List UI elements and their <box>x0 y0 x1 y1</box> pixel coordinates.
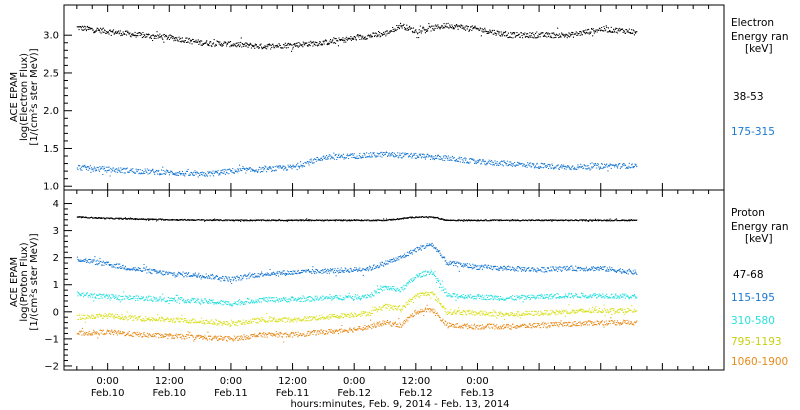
electron-data <box>76 22 638 178</box>
proton-legend-310-580: 310-580 <box>731 315 775 327</box>
y-tick-label: 0 <box>53 307 59 318</box>
y-tick-label: 2.0 <box>43 106 59 117</box>
y-tick-label: 1.0 <box>43 182 59 193</box>
x-tick-time: 12:00 <box>155 376 184 387</box>
proton-ylabel-units: [1/(cm²s ster MeV)] <box>29 233 40 330</box>
x-tick-date: Feb.10 <box>152 388 186 399</box>
x-tick-date: Feb.11 <box>276 388 310 399</box>
electron-legend-175-315: 175-315 <box>731 126 775 138</box>
electron-legend-title-2: Energy ran <box>731 31 789 43</box>
proton-y-ticks: −2 −1 0 1 2 3 4 <box>44 199 72 372</box>
proton-legend-title-3: [keV] <box>745 233 773 245</box>
electron-legend-title-3: [keV] <box>745 43 773 55</box>
proton-legend: Proton Energy ran [keV] 47-68 115-195 31… <box>731 207 789 368</box>
x-tick-time: 12:00 <box>401 376 430 387</box>
proton-data <box>76 215 638 343</box>
series-115-195 <box>76 242 638 285</box>
y-tick-label: 3.0 <box>43 31 59 42</box>
proton-panel: −2 −1 0 1 2 3 4 ACE EPAM log(Proton Flux) [1/(… <box>9 189 789 372</box>
y-tick-label: 1 <box>53 280 59 291</box>
y-tick-label: 3 <box>53 226 59 237</box>
series-175-315 <box>76 151 638 178</box>
series-795-1193 <box>76 291 638 327</box>
y-tick-label: 1.5 <box>43 144 59 155</box>
y-tick-label: 2.5 <box>43 68 59 79</box>
y-tick-label: −2 <box>44 361 59 372</box>
y-tick-label: −1 <box>44 334 59 345</box>
x-tick-date: Feb.11 <box>214 388 248 399</box>
series-points-795-1193 <box>76 291 638 327</box>
proton-plot-frame <box>63 189 725 371</box>
proton-legend-47-68: 47-68 <box>733 269 764 281</box>
electron-legend-title-1: Electron <box>731 17 774 29</box>
x-tick-date: Feb.10 <box>91 388 125 399</box>
series-points-38-53 <box>76 22 638 52</box>
y-tick-label: 2 <box>53 253 59 264</box>
electron-ylabel-units: [1/(cm²s ster MeV)] <box>29 48 40 145</box>
proton-legend-title-2: Energy ran <box>731 221 789 233</box>
x-tick-time: 12:00 <box>278 376 307 387</box>
series-points-47-68 <box>76 215 638 223</box>
electron-ylabel-instrument: ACE EPAM <box>9 72 20 122</box>
series-1060-1900 <box>76 304 638 343</box>
y-tick-label: 4 <box>53 199 59 210</box>
x-axis-title: hours:minutes, Feb. 9, 2014 - Feb. 13, 2… <box>290 399 509 410</box>
x-axis: 0:00Feb.1012:00Feb.100:00Feb.1112:00Feb.… <box>76 5 725 399</box>
proton-ylabel-quantity: log(Proton Flux) <box>19 242 30 321</box>
x-tick-date: Feb.12 <box>337 388 371 399</box>
series-points-115-195 <box>76 242 638 285</box>
electron-y-ticks: 1.0 1.5 2.0 2.5 3.0 <box>43 31 72 193</box>
x-tick-time: 0:00 <box>343 376 365 387</box>
proton-legend-795-1193: 795-1193 <box>731 336 782 348</box>
series-points-310-580 <box>76 269 638 307</box>
proton-ylabel-instrument: ACE EPAM <box>9 257 20 307</box>
x-tick-time: 0:00 <box>220 376 242 387</box>
electron-ylabel-quantity: log(Electron Flux) <box>19 53 30 141</box>
series-points-175-315 <box>76 151 638 178</box>
proton-legend-title-1: Proton <box>731 207 765 219</box>
x-tick-date: Feb.13 <box>461 388 495 399</box>
series-points-1060-1900 <box>76 304 638 343</box>
series-38-53 <box>76 22 638 52</box>
series-47-68 <box>76 215 638 223</box>
electron-panel: 1.0 1.5 2.0 2.5 3.0 ACE EPAM log(Electron Fl… <box>9 4 789 193</box>
series-310-580 <box>76 269 638 307</box>
electron-legend: Electron Energy ran [keV] 38-53 175-315 <box>731 17 789 138</box>
electron-legend-38-53: 38-53 <box>733 91 764 103</box>
proton-legend-115-195: 115-195 <box>731 292 775 304</box>
x-tick-time: 0:00 <box>96 376 118 387</box>
x-tick-date: Feb.12 <box>399 388 433 399</box>
x-tick-time: 0:00 <box>466 376 488 387</box>
proton-legend-1060-1900: 1060-1900 <box>731 356 788 368</box>
